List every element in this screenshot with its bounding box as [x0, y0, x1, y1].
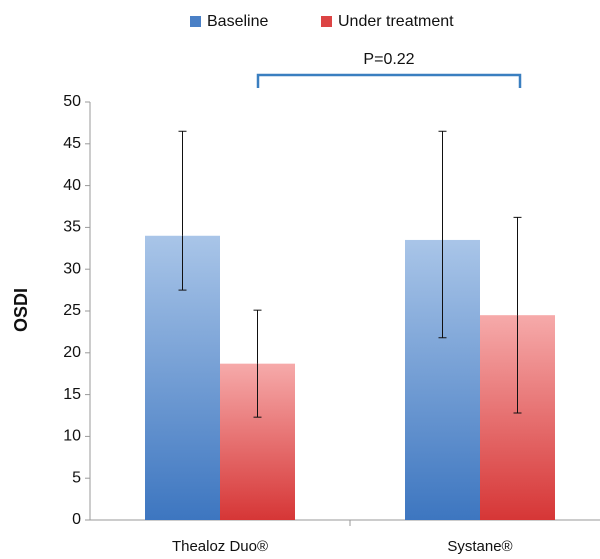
y-tick-label: 50	[63, 93, 81, 110]
y-tick-label: 5	[72, 469, 81, 486]
y-tick-label: 45	[63, 135, 81, 152]
p-value: P=0.22	[363, 51, 414, 68]
y-tick-label: 0	[72, 511, 81, 528]
legend-swatch	[190, 16, 201, 27]
legend-label: Baseline	[207, 13, 268, 30]
y-axis-label: OSDI	[11, 288, 31, 332]
y-tick-label: 25	[63, 302, 81, 319]
y-tick-label: 35	[63, 219, 81, 236]
significance-bracket	[256, 73, 522, 88]
x-tick-label: Systane®	[447, 538, 512, 555]
legend-swatch	[321, 16, 332, 27]
y-tick-label: 30	[63, 260, 81, 277]
legend-label: Under treatment	[338, 13, 454, 30]
y-tick-label: 20	[63, 344, 81, 361]
y-tick-label: 15	[63, 386, 81, 403]
y-tick-label: 40	[63, 177, 81, 194]
y-tick-label: 10	[63, 428, 81, 445]
x-tick-label: Thealoz Duo®	[172, 538, 268, 555]
